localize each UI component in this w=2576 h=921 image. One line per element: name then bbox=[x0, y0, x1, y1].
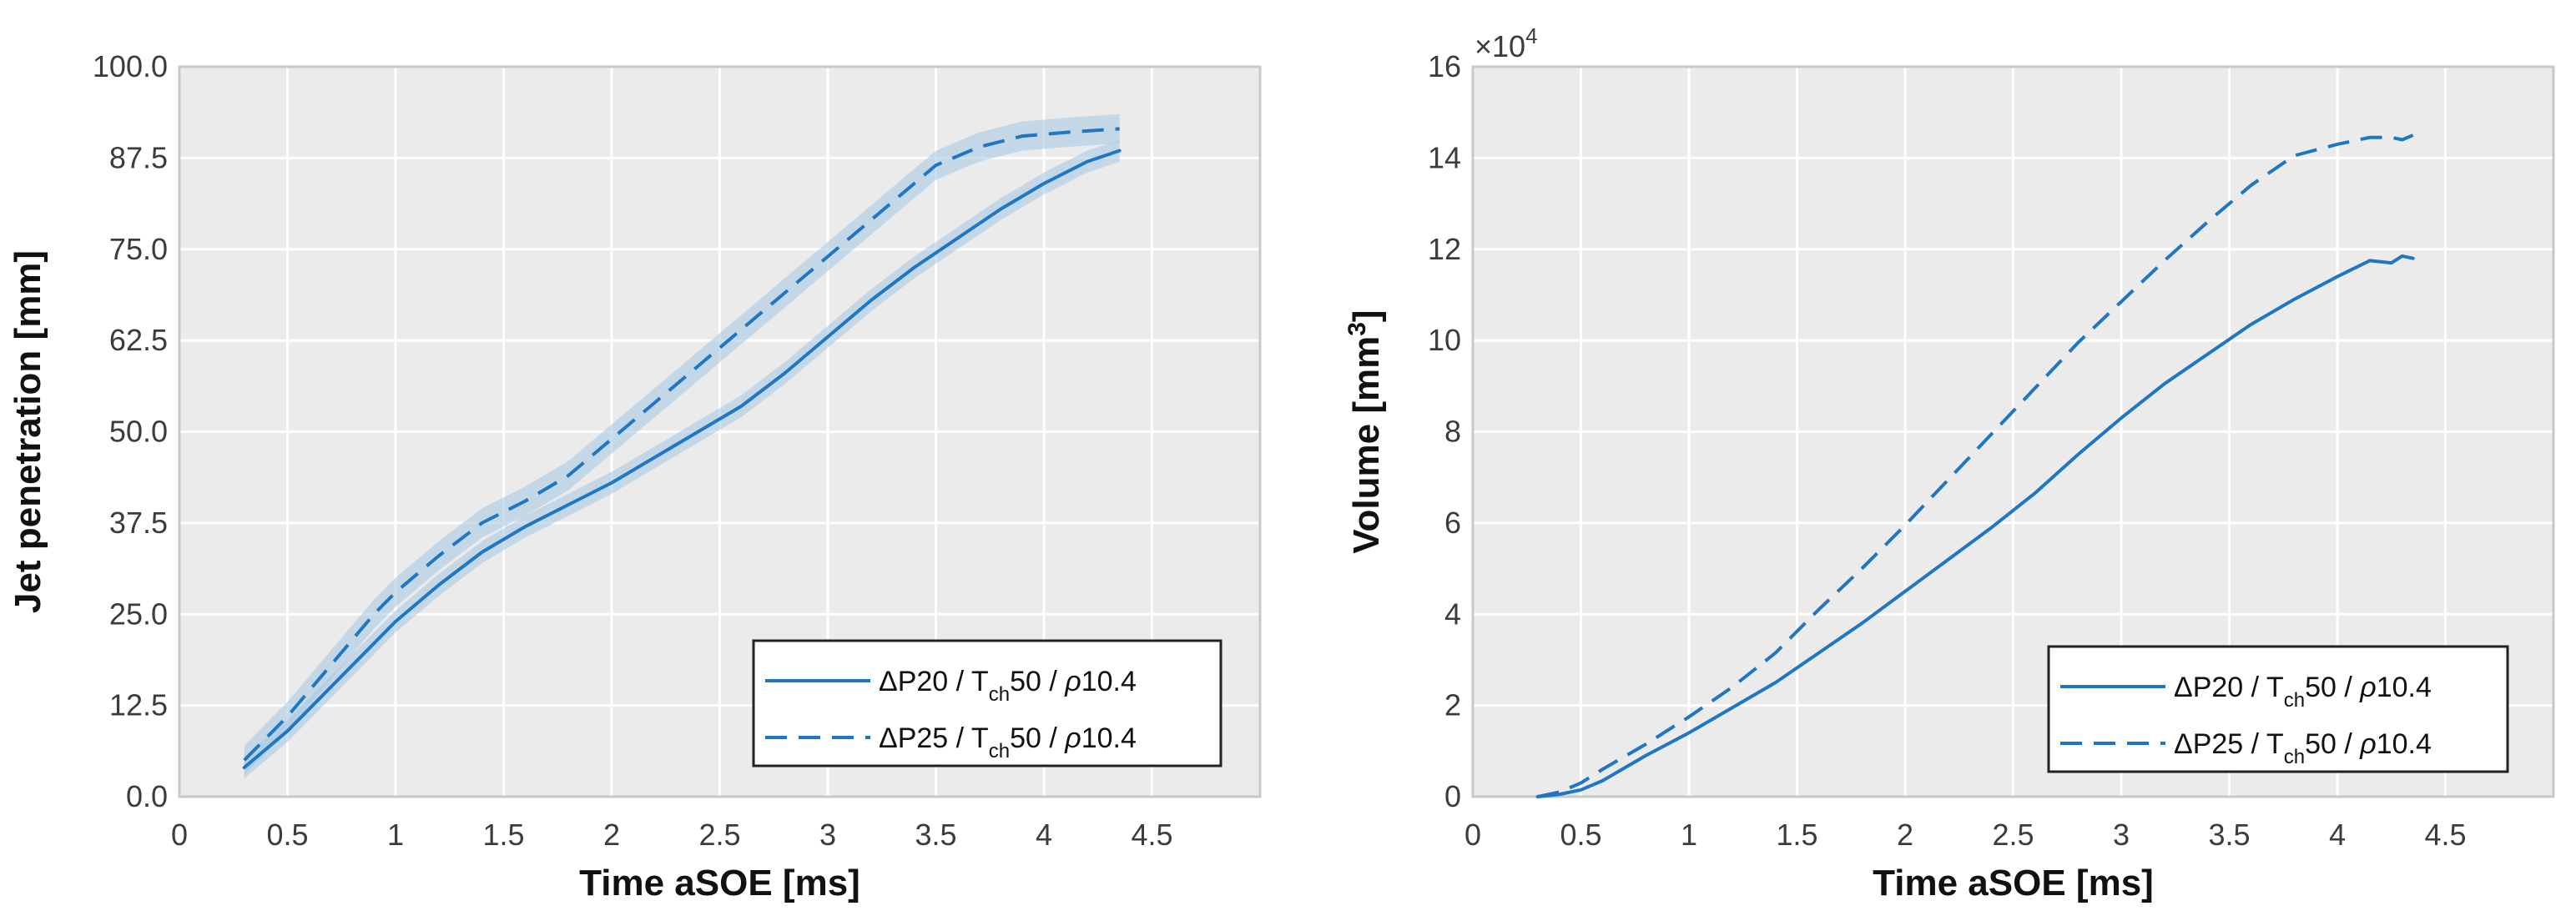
x-tick-label: 3 bbox=[819, 818, 836, 852]
series-line-dashed bbox=[243, 127, 1120, 762]
legend-label: ΔP25 / Tch50 / ρ10.4 bbox=[2174, 728, 2432, 768]
y-tick-label: 62.5 bbox=[109, 323, 168, 357]
y-tick-label: 10 bbox=[1428, 323, 1461, 357]
x-tick-label: 1.5 bbox=[1776, 818, 1817, 852]
y-tick-label: 14 bbox=[1428, 140, 1461, 174]
y-tick-label: 4 bbox=[1444, 596, 1461, 631]
x-tick-label: 4.5 bbox=[2424, 818, 2466, 852]
y-tick-label: 16 bbox=[1428, 49, 1461, 83]
x-tick-label: 4 bbox=[2329, 818, 2346, 852]
x-axis-title: Time aSOE [ms] bbox=[1873, 863, 2154, 903]
legend-box bbox=[2047, 645, 2509, 773]
y-tick-label: 87.5 bbox=[109, 140, 168, 174]
y-tick-label: 75.0 bbox=[109, 232, 168, 266]
x-tick-label: 0.5 bbox=[266, 818, 308, 852]
x-tick-label: 2 bbox=[603, 818, 620, 852]
y-tick-label: 8 bbox=[1444, 415, 1461, 449]
x-tick-label: 1.5 bbox=[482, 818, 524, 852]
x-tick-label: 3.5 bbox=[2208, 818, 2250, 852]
legend-label: ΔP20 / Tch50 / ρ10.4 bbox=[2174, 672, 2432, 712]
x-tick-label: 0.5 bbox=[1560, 818, 1601, 852]
x-tick-label: 4 bbox=[1036, 818, 1052, 852]
chart-1: 0 0.5 1 1.5 2 2.5 3 3.5 4 4.5 0.0 12.5 25.0 37.5 50.0 6… bbox=[8, 49, 1262, 903]
y-tick-label: 6 bbox=[1444, 506, 1461, 540]
series-line-dashed bbox=[1537, 133, 2414, 798]
plot-frame bbox=[1471, 65, 2555, 798]
y-tick-label: 0 bbox=[1444, 779, 1461, 813]
legend: ΔP20 / Tch50 / ρ10.4 ΔP25 / Tch50 / ρ10.4 bbox=[752, 639, 1222, 768]
y-tick-label: 50.0 bbox=[109, 415, 168, 449]
x-axis-title: Time aSOE [ms] bbox=[579, 863, 860, 903]
chart-2: 0 0.5 1 1.5 2 2.5 3 3.5 4 4.5 0 2 4 6 8 10 12 14 16 ×104 Tim… bbox=[1343, 23, 2555, 903]
y-tick-label: 100.0 bbox=[93, 49, 168, 83]
x-tick-label: 2.5 bbox=[1992, 818, 2034, 852]
y-tick-label: 37.5 bbox=[109, 506, 168, 540]
plot-frame bbox=[178, 65, 1262, 798]
legend-label: ΔP25 / Tch50 / ρ10.4 bbox=[879, 722, 1137, 762]
x-tick-label: 1 bbox=[387, 818, 404, 852]
x-tick-label: 2.5 bbox=[698, 818, 740, 852]
y-tick-label: 0.0 bbox=[126, 779, 168, 813]
x-tick-label: 4.5 bbox=[1131, 818, 1172, 852]
y-axis-title: Jet penetration [mm] bbox=[8, 250, 48, 613]
series-line-solid bbox=[1535, 254, 2415, 798]
y-tick-label: 25.0 bbox=[109, 596, 168, 631]
x-tick-label: 1 bbox=[1681, 818, 1697, 852]
x-tick-label: 0 bbox=[171, 818, 188, 852]
x-tick-label: 3.5 bbox=[915, 818, 956, 852]
y-tick-label: 2 bbox=[1444, 688, 1461, 722]
x-tick-label: 3 bbox=[2113, 818, 2130, 852]
x-tick-label: 0 bbox=[1464, 818, 1481, 852]
y-tick-label: 12 bbox=[1428, 232, 1461, 266]
y-tick-label: 12.5 bbox=[109, 688, 168, 722]
x-tick-label: 2 bbox=[1897, 818, 1913, 852]
y-multiplier: ×104 bbox=[1475, 23, 1538, 63]
y-axis-title: Volume [mm3] bbox=[1343, 310, 1387, 553]
legend-label: ΔP20 / Tch50 / ρ10.4 bbox=[879, 666, 1137, 706]
legend: ΔP20 / Tch50 / ρ10.4 ΔP25 / Tch50 / ρ10.4 bbox=[2047, 645, 2509, 773]
series-line-solid bbox=[242, 148, 1122, 769]
legend-box bbox=[752, 639, 1222, 768]
